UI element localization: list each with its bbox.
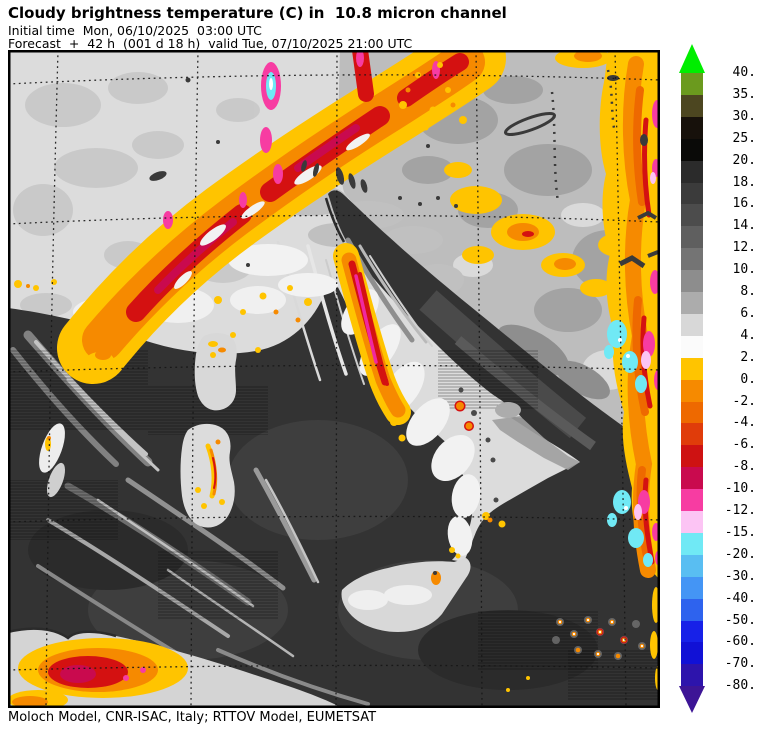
colorbar-segment bbox=[681, 620, 703, 643]
colorbar-tick-label: -12. bbox=[724, 503, 756, 518]
colorbar-tick-label: -10. bbox=[724, 481, 756, 497]
colorbar-tick-label: 16. bbox=[732, 196, 756, 212]
alps-magenta-cores bbox=[163, 49, 440, 229]
colorbar-segment bbox=[681, 423, 703, 446]
colorbar-tick-label: -15. bbox=[724, 524, 756, 540]
lakes-and-border-marks bbox=[149, 69, 648, 267]
colorbar-segment bbox=[681, 357, 703, 381]
initial-time-line: Initial time Mon, 06/10/2025 03:00 UTC bbox=[8, 23, 262, 38]
colorbar-tick-label: 4. bbox=[740, 327, 756, 343]
south-italy-convective-spots bbox=[390, 387, 506, 559]
colorbar-tick-label: 20. bbox=[732, 152, 756, 168]
colorbar-segment bbox=[681, 664, 703, 687]
alps-valley-gaps bbox=[174, 133, 370, 289]
colorbar-tick-label: -8. bbox=[732, 459, 756, 475]
forecast-valid-line: Forecast + 42 h (001 d 18 h) valid Tue, … bbox=[8, 36, 413, 51]
temperature-colorbar: 40. 35. 30. 25. 20. 18. 16. 14. 12. 10. 8. 6. 4. 2. 0.… bbox=[678, 44, 760, 719]
page-title: Cloudy brightness temperature (C) in 10.… bbox=[8, 4, 507, 22]
colorbar-tick-label: 2. bbox=[740, 349, 756, 365]
graticule-grid bbox=[7, 49, 661, 709]
colorbar-over-range-arrow bbox=[679, 44, 705, 73]
colorbar-segment bbox=[681, 598, 703, 621]
colorbar-tick-label: 18. bbox=[732, 174, 756, 190]
colorbar-segment bbox=[681, 138, 703, 162]
colorbar-tick-label: -20. bbox=[724, 546, 756, 562]
colorbar-tick-label: -80. bbox=[724, 678, 756, 694]
east-edge-cold-band bbox=[599, 50, 662, 690]
colorbar-segment bbox=[681, 445, 703, 468]
colorbar-tick-label: 6. bbox=[740, 305, 756, 321]
colorbar-segment bbox=[681, 226, 703, 249]
colorbar-segment bbox=[681, 532, 703, 556]
colorbar-segment bbox=[681, 401, 703, 424]
colorbar-segment bbox=[681, 379, 703, 402]
alps-cold-cloud-band bbox=[57, 22, 506, 384]
colorbar-tick-label: -4. bbox=[732, 415, 756, 431]
corsica bbox=[194, 333, 237, 411]
colorbar-segment bbox=[681, 335, 703, 359]
colorbar-tick-label: 0. bbox=[740, 371, 756, 387]
colorbar-segment bbox=[681, 576, 703, 600]
colorbar-segment bbox=[681, 292, 703, 315]
colorbar-segment bbox=[681, 182, 703, 205]
colorbar-segment bbox=[681, 511, 703, 534]
colorbar-tick-label: -2. bbox=[732, 393, 756, 409]
colorbar-tick-label: -50. bbox=[724, 612, 756, 628]
colorbar-tick-label: -30. bbox=[724, 568, 756, 584]
colorbar-tick-label: -60. bbox=[724, 634, 756, 650]
colorbar-segment bbox=[681, 270, 703, 293]
colorbar-tick-label: 40. bbox=[732, 65, 756, 80]
ionian-convective-speckles bbox=[506, 616, 646, 692]
colorbar-tick-label: 12. bbox=[732, 240, 756, 256]
colorbar-segment bbox=[681, 116, 703, 140]
colorbar-tick-label: 25. bbox=[732, 130, 756, 146]
map-frame bbox=[8, 50, 660, 708]
piedmont-gold-speckles bbox=[14, 48, 611, 368]
colorbar-under-range-arrow bbox=[679, 686, 705, 714]
central-italy-cold-streak bbox=[333, 243, 411, 425]
colorbar-tick-label: 8. bbox=[740, 284, 756, 299]
colorbar-segment bbox=[681, 160, 703, 183]
colorbar-segment bbox=[681, 489, 703, 512]
colorbar-segment bbox=[681, 94, 703, 118]
sicily bbox=[341, 558, 471, 632]
sardinia bbox=[180, 423, 235, 528]
colorbar-tick-label: -6. bbox=[732, 437, 756, 453]
colorbar-segment bbox=[681, 248, 703, 271]
colorbar-tick-label: -40. bbox=[724, 590, 756, 606]
colorbar-segment bbox=[681, 313, 703, 337]
colorbar-tick-label: 30. bbox=[732, 108, 756, 124]
colorbar-segment bbox=[681, 554, 703, 578]
gulf-of-lion-bright-cell bbox=[39, 423, 66, 498]
model-credit: Moloch Model, CNR-ISAC, Italy; RTTOV Mod… bbox=[8, 710, 377, 725]
sea-stipple-hatching bbox=[8, 350, 658, 700]
colorbar-segment bbox=[681, 204, 703, 227]
alps-overshoot-lens bbox=[261, 62, 281, 110]
map-canvas bbox=[7, 22, 662, 710]
colorbar-segment bbox=[681, 467, 703, 490]
colorbar-tick-label: 14. bbox=[732, 218, 756, 234]
colorbar-tick-label: 10. bbox=[732, 262, 756, 278]
colorbar-tick-label: 35. bbox=[732, 86, 756, 102]
colorbar-tick-label: -70. bbox=[724, 656, 756, 672]
colorbar-segment bbox=[681, 642, 703, 665]
puglia-gray-clouds bbox=[492, 402, 580, 470]
colorbar-segment bbox=[681, 73, 703, 96]
north-africa-coast bbox=[7, 627, 342, 710]
northeast-gold-speckles bbox=[385, 62, 467, 131]
